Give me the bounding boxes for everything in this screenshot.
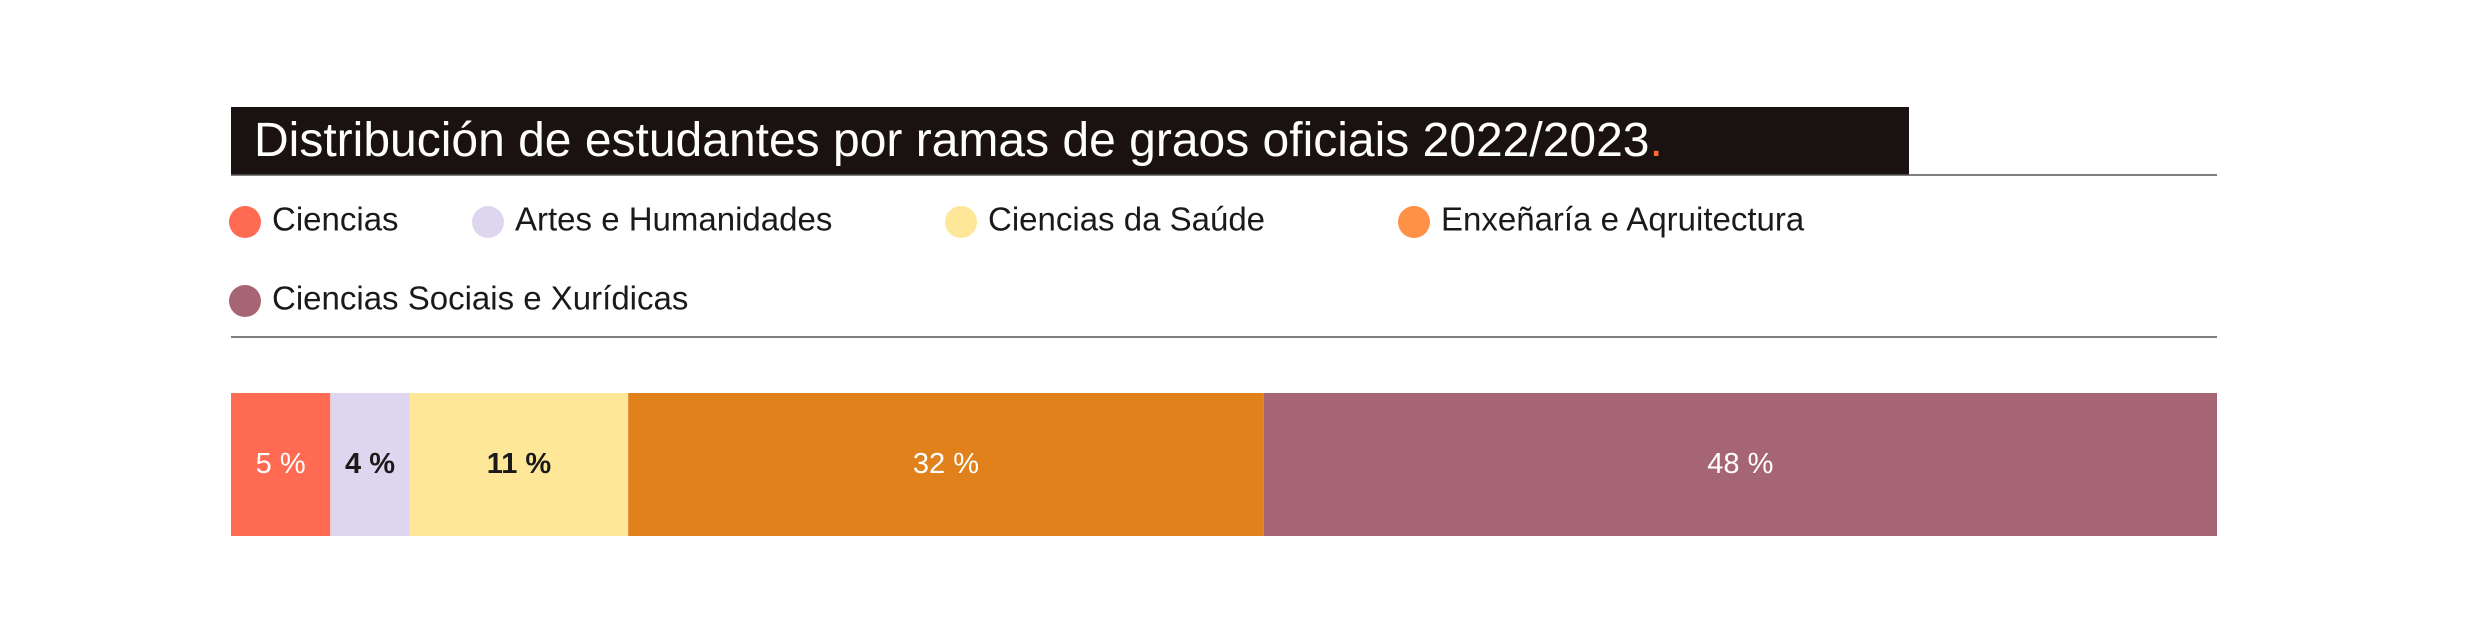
chart-title: Distribución de estudantes por ramas de … — [254, 114, 1663, 167]
legend-marker — [945, 206, 977, 238]
bar-segment — [231, 393, 331, 536]
legend-label: Ciencias da Saúde — [988, 201, 1265, 238]
legend-marker — [229, 206, 261, 238]
value-label: 11 % — [487, 448, 552, 480]
value-label: 32 % — [913, 448, 979, 480]
value-label: 5 % — [256, 448, 306, 480]
legend-marker — [1398, 206, 1430, 238]
value-label: 4 % — [345, 448, 395, 480]
legend-marker — [472, 206, 504, 238]
value-label: 48 % — [1707, 448, 1773, 480]
legend-marker — [229, 285, 261, 317]
bar-segment — [330, 393, 410, 536]
title-background — [231, 107, 1909, 175]
bar-segment — [1263, 393, 2217, 536]
legend-label: Ciencias Sociais e Xurídicas — [272, 280, 688, 317]
bar-segment — [628, 393, 1264, 536]
bar-segment — [409, 393, 629, 536]
legend-label: Ciencias — [272, 201, 399, 238]
legend-label: Enxeñaría e Aqruitectura — [1441, 201, 1805, 238]
legend-label: Artes e Humanidades — [515, 201, 832, 238]
